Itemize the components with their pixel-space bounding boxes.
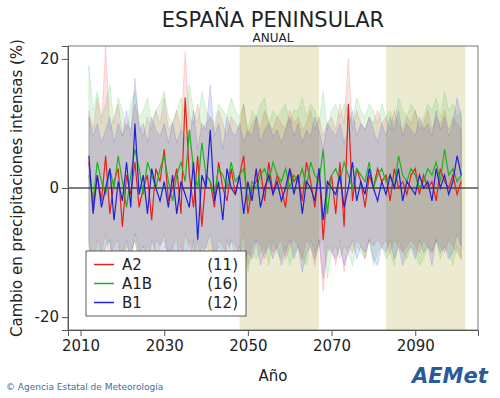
- tick-label: 2030: [146, 337, 184, 355]
- title: ESPAÑA PENINSULAR: [162, 6, 384, 32]
- legend-swatch: [94, 264, 114, 266]
- legend-box: [86, 251, 246, 316]
- tick: 2050: [229, 330, 267, 355]
- tick: 20: [40, 50, 68, 68]
- legend-swatch: [94, 302, 114, 304]
- x-axis: 2010 2030 2050 2070 2090: [62, 330, 479, 355]
- tick: 0: [49, 179, 68, 197]
- series-line: [89, 98, 461, 240]
- legend-count: (16): [207, 275, 238, 293]
- subtitle: ANUAL: [253, 31, 294, 45]
- tick: 2070: [313, 330, 351, 355]
- tick-label: 2050: [229, 337, 267, 355]
- tick-mark: [81, 330, 82, 336]
- legend-label: B1: [122, 294, 142, 312]
- footer: © Agencia Estatal de Meteorología: [6, 382, 163, 392]
- tick: 2090: [397, 330, 435, 355]
- tick-mark: [248, 330, 249, 336]
- y-axis-title: Cambio en precipitaciones intensas (%): [8, 39, 26, 337]
- x-axis-title: Año: [259, 367, 288, 385]
- series-line: [89, 130, 461, 214]
- tick-mark: [62, 317, 68, 318]
- tick: -20: [35, 308, 69, 326]
- legend-swatch: [94, 283, 114, 285]
- tick-label: 2070: [313, 337, 351, 355]
- tick: 2030: [146, 330, 184, 355]
- axis-line: [69, 331, 479, 337]
- plot-area: [68, 46, 478, 330]
- y-axis: -20 0 20: [35, 47, 69, 331]
- tick-mark: [164, 330, 165, 336]
- tick-label: 20: [40, 50, 59, 68]
- tick-mark: [62, 188, 68, 189]
- legend-label: A2: [122, 256, 142, 274]
- series-line: [89, 123, 461, 239]
- tick-label: 0: [49, 179, 59, 197]
- legend-count: (11): [207, 256, 238, 274]
- tick-label: 2010: [62, 337, 100, 355]
- chart: ESPAÑA PENINSULARANUAL201020302050207020…: [0, 0, 500, 398]
- legend: A2 (11) A1B (16) B1 (12): [86, 251, 246, 316]
- tick-mark: [62, 59, 68, 60]
- tick-mark: [332, 330, 333, 336]
- tick: 2010: [62, 330, 100, 355]
- axis-line: [62, 47, 69, 331]
- logo: AEMet: [410, 364, 489, 388]
- tick-label: 2090: [397, 337, 435, 355]
- legend-label: A1B: [122, 275, 152, 293]
- legend-count: (12): [207, 294, 238, 312]
- tick-label: -20: [35, 308, 60, 326]
- plot-frame: [68, 46, 478, 330]
- tick-mark: [415, 330, 416, 336]
